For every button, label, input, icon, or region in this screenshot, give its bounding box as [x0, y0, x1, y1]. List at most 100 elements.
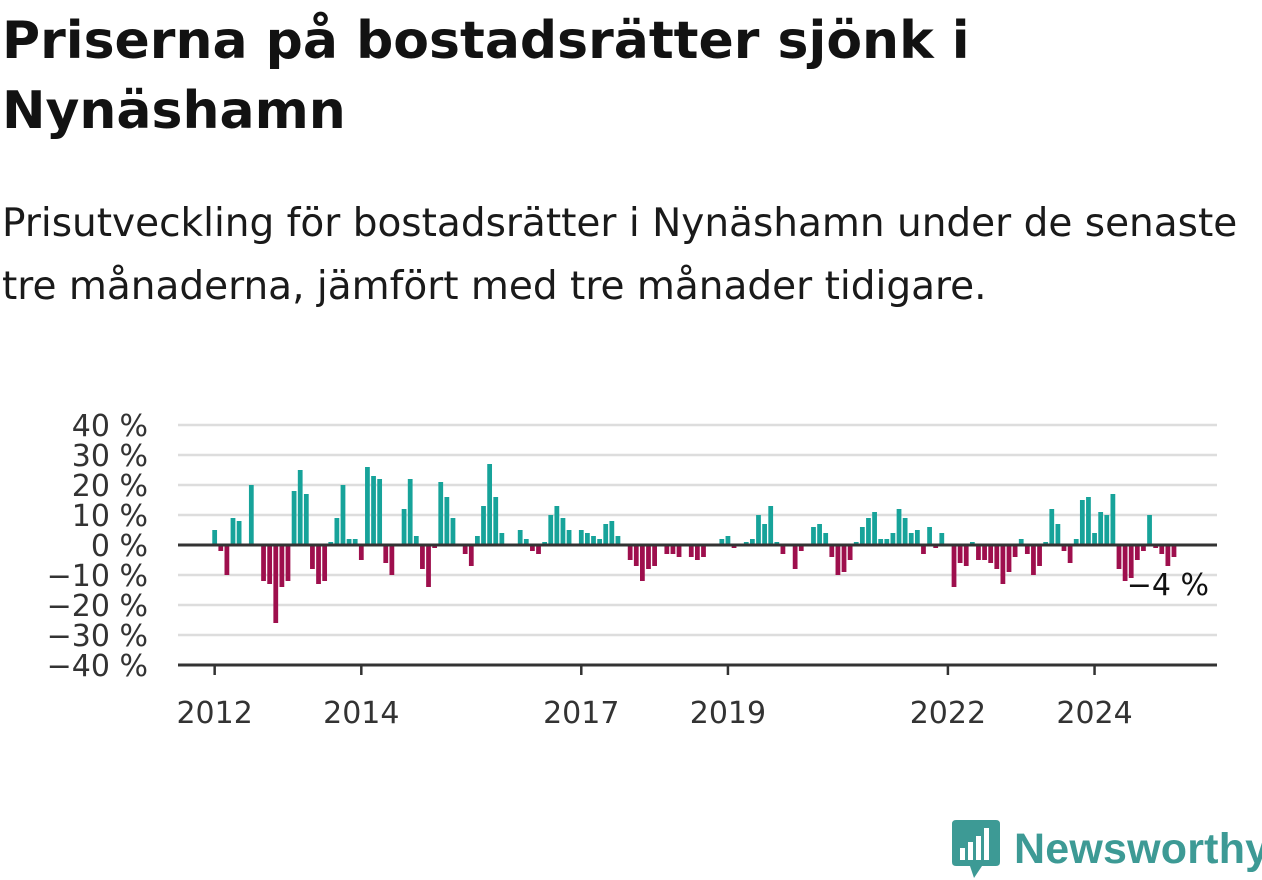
bar-109 [878, 539, 884, 545]
bar-27 [377, 479, 383, 545]
x-axis-ticks: 2012 2014 2017 2019 2022 2024 [176, 665, 1133, 731]
bar-103 [841, 545, 847, 572]
y-tick-label-5: −10 % [47, 559, 148, 594]
bar-62 [591, 536, 596, 545]
bar-41 [462, 545, 468, 554]
bar-108 [872, 512, 877, 545]
bar-121 [951, 545, 957, 587]
bar-17 [316, 545, 321, 584]
bar-141 [1073, 539, 1079, 545]
chart-title: Priserna på bostadsrätter sjönk i Nynäsh… [2, 11, 970, 141]
bar-56 [554, 506, 560, 545]
bar-84 [725, 536, 731, 545]
gridlines [178, 423, 1217, 637]
bar-70 [640, 545, 645, 581]
bar-64 [603, 524, 609, 545]
bar-24 [358, 545, 364, 560]
bar-96 [798, 545, 804, 551]
x-tick-label-1: 2014 [323, 696, 399, 731]
bar-156 [1165, 545, 1171, 566]
bar-152 [1141, 545, 1146, 551]
bars [212, 464, 1177, 623]
newsworthy-logo-icon [952, 820, 1000, 878]
bar-20 [334, 518, 340, 545]
bar-51 [523, 539, 529, 545]
bar-112 [896, 509, 902, 545]
bar-55 [548, 515, 554, 545]
bar-131 [1012, 545, 1018, 557]
bar-110 [884, 539, 890, 545]
bar-147 [1110, 494, 1116, 545]
bar-18 [322, 545, 328, 581]
bar-114 [908, 533, 914, 545]
bar-42 [468, 545, 474, 566]
bar-140 [1067, 545, 1073, 563]
bar-23 [352, 539, 358, 545]
bar-22 [346, 539, 352, 545]
bar-80 [701, 545, 706, 557]
bar-83 [719, 539, 725, 545]
bar-29 [389, 545, 395, 575]
bar-91 [768, 506, 774, 545]
y-tick-label-0: 40 % [72, 409, 148, 444]
bar-79 [694, 545, 700, 560]
bar-50 [517, 530, 523, 545]
y-tick-label-8: −40 % [47, 649, 148, 684]
brand-name: Newsworthy [1014, 824, 1262, 873]
bar-142 [1079, 500, 1085, 545]
bar-129 [1000, 545, 1006, 584]
bar-57 [560, 518, 566, 545]
bar-128 [994, 545, 1000, 569]
bar-138 [1055, 524, 1061, 545]
bar-26 [371, 476, 376, 545]
bar-52 [530, 545, 535, 551]
bar-69 [633, 545, 639, 566]
bar-71 [646, 545, 651, 569]
bar-16 [310, 545, 315, 569]
bar-45 [487, 464, 493, 545]
bar-153 [1147, 515, 1152, 545]
bar-155 [1159, 545, 1165, 554]
y-tick-label-1: 30 % [72, 439, 148, 474]
bar-104 [847, 545, 853, 560]
bar-chart: 40 %30 %20 %10 %0 %−10 %−20 %−30 %−40 % … [47, 409, 1217, 731]
bar-46 [493, 497, 499, 545]
bar-15 [303, 494, 309, 545]
bar-43 [475, 536, 480, 545]
bar-75 [670, 545, 676, 554]
newsworthy-brand: Newsworthy [950, 818, 1262, 880]
bar-101 [829, 545, 835, 557]
bar-65 [609, 521, 615, 545]
bar-9 [267, 545, 273, 584]
bar-130 [1006, 545, 1012, 572]
bar-150 [1128, 545, 1134, 578]
bar-66 [615, 536, 621, 545]
bar-28 [383, 545, 389, 563]
bar-144 [1092, 533, 1097, 545]
bar-133 [1024, 545, 1030, 554]
bar-111 [890, 533, 896, 545]
bar-12 [285, 545, 291, 581]
bar-68 [627, 545, 633, 560]
bar-10 [273, 545, 279, 623]
bar-6 [248, 485, 254, 545]
x-tick-label-4: 2022 [910, 696, 986, 731]
bar-34 [420, 545, 425, 569]
bar-137 [1049, 509, 1055, 545]
last-value-annotation: −4 % [1127, 568, 1209, 603]
bar-143 [1086, 497, 1091, 545]
bar-33 [413, 536, 419, 545]
bar-39 [450, 518, 456, 545]
bar-58 [566, 530, 572, 545]
bar-151 [1134, 545, 1140, 560]
x-tick-label-5: 2024 [1056, 696, 1132, 731]
y-tick-label-6: −20 % [47, 589, 148, 624]
bar-127 [988, 545, 994, 563]
bar-89 [756, 515, 761, 545]
bar-145 [1098, 512, 1104, 545]
y-tick-label-7: −30 % [47, 619, 148, 654]
bar-38 [444, 497, 450, 545]
bar-99 [817, 524, 822, 545]
chart-subtitle: Prisutveckling för bostadsrätter i Nynäs… [2, 201, 1238, 309]
bar-107 [866, 518, 871, 545]
